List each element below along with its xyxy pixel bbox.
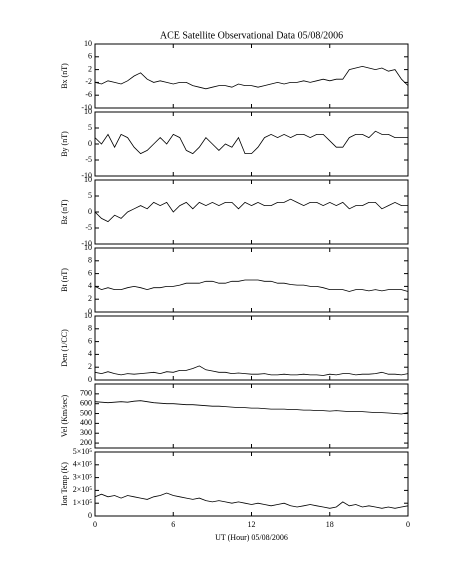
x-tick-label: 0	[93, 520, 97, 529]
x-tick-label: 0	[406, 520, 410, 529]
data-line	[94, 365, 409, 376]
y-tick-label: 2	[88, 64, 92, 73]
y-axis-label: Bx (nT)	[60, 63, 69, 89]
y-tick-label: -10	[81, 171, 92, 180]
y-axis-label: Bz (nT)	[60, 199, 69, 224]
data-line	[94, 198, 408, 223]
y-tick-label: 8	[88, 324, 92, 333]
y-tick-label: 2×10⁵	[73, 485, 93, 494]
y-tick-label: 5	[88, 191, 92, 200]
y-tick-label: 700	[80, 389, 92, 398]
y-tick-label: 8	[88, 256, 92, 265]
y-tick-label: 10	[84, 107, 92, 116]
y-axis-label: By (nT)	[60, 131, 69, 157]
y-tick-label: 10	[84, 311, 92, 320]
y-tick-label: 0	[88, 207, 92, 216]
panel-frame	[94, 179, 409, 245]
x-tick-label: 6	[171, 520, 175, 529]
y-tick-label: 3×10⁵	[73, 472, 93, 481]
x-tick-label: 12	[248, 520, 256, 529]
y-tick-label: -10	[81, 239, 92, 248]
y-tick-label: 2	[88, 362, 92, 371]
y-tick-label: 10	[84, 39, 92, 48]
x-tick-label: 18	[326, 520, 334, 529]
data-line	[94, 492, 409, 509]
y-tick-label: 200	[80, 438, 92, 447]
y-tick-label: 0	[88, 511, 92, 520]
y-tick-label: -6	[85, 90, 92, 99]
y-tick-label: 2	[88, 294, 92, 303]
y-tick-label: 600	[80, 399, 92, 408]
y-tick-label: 4	[88, 349, 92, 358]
y-axis-label: Bt (nT)	[60, 268, 69, 292]
data-line	[94, 279, 409, 292]
y-tick-label: 0	[88, 375, 92, 384]
chart-title: ACE Satellite Observational Data 05/08/2…	[160, 30, 343, 41]
y-tick-label: 0	[88, 307, 92, 316]
y-axis-label: Ion Temp (K)	[60, 462, 69, 506]
y-tick-label: 10	[84, 243, 92, 252]
y-tick-label: -5	[85, 155, 92, 164]
data-line	[94, 130, 408, 155]
y-tick-label: 1×10⁵	[73, 498, 93, 507]
y-axis-label: Den (1/CC)	[60, 329, 69, 367]
y-tick-label: 10	[84, 175, 92, 184]
data-line	[94, 400, 409, 415]
y-axis-label: Vel (Km/sec)	[60, 394, 69, 437]
y-tick-label: 6	[88, 52, 92, 61]
panel-frame	[94, 111, 409, 177]
panel-frame	[94, 43, 409, 109]
x-axis-label: UT (Hour) 05/08/2006	[215, 533, 288, 542]
y-tick-label: 300	[80, 428, 92, 437]
y-tick-label: 5×10⁵	[73, 447, 93, 456]
y-tick-label: -5	[85, 223, 92, 232]
y-tick-label: 0	[88, 139, 92, 148]
panel-frame	[94, 315, 409, 381]
y-tick-label: 6	[88, 268, 92, 277]
y-tick-label: -2	[85, 77, 92, 86]
y-tick-label: 4	[88, 281, 92, 290]
y-tick-label: -10	[81, 103, 92, 112]
y-tick-label: 6	[88, 336, 92, 345]
y-tick-label: 500	[80, 408, 92, 417]
y-tick-label: 4×10⁵	[73, 460, 93, 469]
data-line	[94, 65, 409, 90]
y-tick-label: 5	[88, 123, 92, 132]
panel-frame	[94, 383, 409, 449]
y-tick-label: 400	[80, 418, 92, 427]
